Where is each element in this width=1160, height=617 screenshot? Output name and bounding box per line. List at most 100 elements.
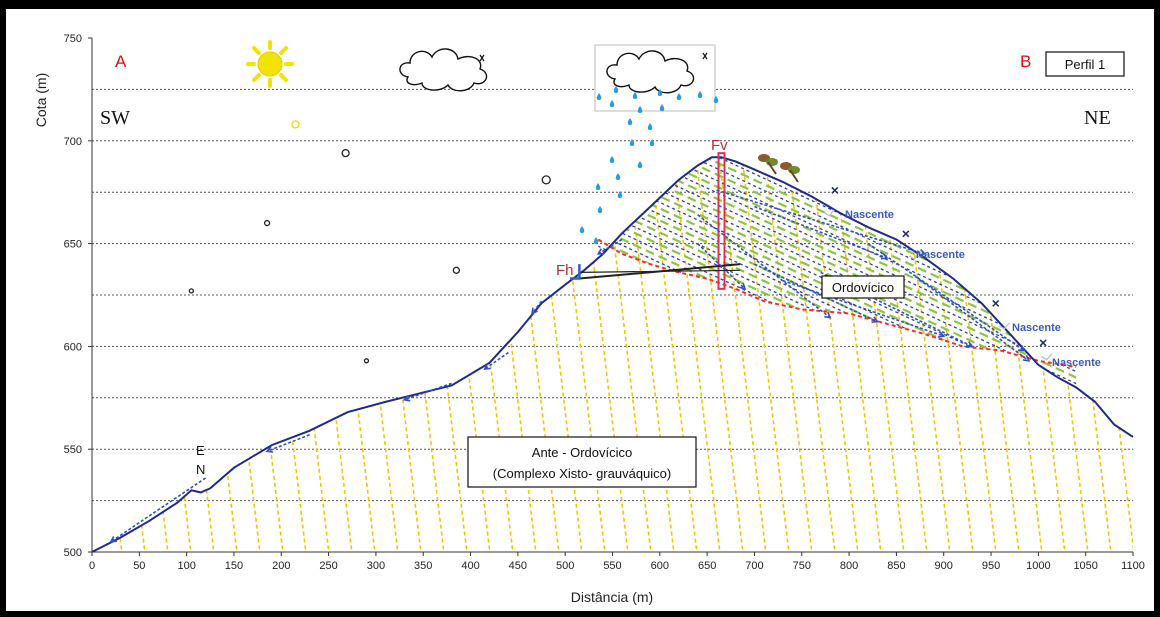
upper-hatch-blue bbox=[1066, 157, 1077, 388]
flow-arrow-head bbox=[918, 249, 927, 256]
x-tick-label: 350 bbox=[414, 560, 432, 572]
upper-hatch-green bbox=[0, 150, 340, 410]
rain-drop bbox=[697, 91, 703, 98]
x-tick-label: 100 bbox=[177, 560, 195, 572]
upper-hatch-blue bbox=[598, 157, 614, 388]
axis-ticks: 0 50 100 150 200 250 300 350 400 450 500 550 600 650 7… bbox=[64, 33, 1145, 572]
x-tick-label: 400 bbox=[461, 560, 479, 572]
fault-horizontal-bracket bbox=[569, 264, 581, 280]
upper-hatch-blue bbox=[0, 150, 535, 410]
rain-drops bbox=[579, 86, 719, 244]
flow-arrow bbox=[404, 382, 452, 401]
flow-arrow bbox=[867, 242, 1025, 352]
lower-hatch-line bbox=[382, 157, 446, 552]
rain-drop bbox=[713, 96, 719, 103]
flow-arrow-head bbox=[738, 282, 747, 290]
upper-hatch-green bbox=[975, 157, 1077, 388]
flow-arrow bbox=[531, 300, 543, 314]
upper-hatch-green bbox=[598, 157, 887, 388]
y-tick-label: 600 bbox=[64, 341, 82, 353]
x-axis-title: Distância (m) bbox=[571, 589, 653, 605]
profile-label-box bbox=[1045, 51, 1125, 77]
flow-arrow bbox=[754, 205, 888, 259]
x-tick-label: 800 bbox=[840, 560, 858, 572]
flow-arrow bbox=[266, 434, 310, 453]
scatter-dot bbox=[452, 266, 461, 274]
flow-arrow-head bbox=[531, 307, 538, 315]
fault-horizontal-label: Fh bbox=[556, 262, 574, 279]
flow-arrow-head bbox=[109, 536, 117, 543]
sun-icon bbox=[246, 40, 294, 88]
x-tick-label: 650 bbox=[698, 560, 716, 572]
y-tick-label: 700 bbox=[64, 136, 82, 148]
upper-hatch-blue bbox=[0, 150, 509, 410]
upper-hatch-blue bbox=[598, 157, 744, 388]
cloud-icon bbox=[399, 48, 488, 92]
scatter-dot bbox=[291, 120, 300, 129]
rain-drop bbox=[676, 93, 682, 100]
rain-drop bbox=[627, 118, 633, 125]
rain-drop bbox=[649, 139, 655, 146]
x-tick-label: 500 bbox=[556, 560, 574, 572]
corner-label-a: A bbox=[115, 52, 127, 71]
upper-hatch-blue bbox=[27, 150, 587, 410]
lower-hatch-line bbox=[290, 157, 354, 552]
upper-hatch-blue bbox=[598, 157, 1030, 388]
upper-hatch-blue bbox=[598, 157, 1056, 388]
upper-hatch-green bbox=[1001, 157, 1077, 388]
lower-hatch-line bbox=[1142, 38, 1160, 562]
side-label-sw: SW bbox=[100, 107, 130, 129]
fault-vertical-label: Fv bbox=[711, 137, 728, 154]
rain-drop bbox=[657, 89, 663, 96]
lower-hatch-line bbox=[888, 157, 952, 552]
upper-hatch-blue bbox=[650, 157, 1077, 388]
upper-hatch-green bbox=[871, 157, 1077, 388]
rain-drop bbox=[579, 226, 585, 233]
x-tick-label: 600 bbox=[651, 560, 669, 572]
ordovicico-label-box bbox=[821, 275, 905, 299]
upper-hatch-green bbox=[741, 157, 1077, 388]
rain-drop bbox=[596, 93, 602, 100]
lower-hatch-line bbox=[704, 157, 768, 552]
rain-drop bbox=[615, 173, 621, 180]
rain-drop bbox=[613, 86, 619, 93]
tree-icon bbox=[780, 162, 800, 183]
flow-arrow-head bbox=[824, 311, 832, 319]
x-tick-label: 300 bbox=[367, 560, 385, 572]
rain-drop bbox=[595, 183, 601, 190]
ordovicico-label: Ordovícico bbox=[832, 280, 894, 295]
complexo-label: (Complexo Xisto- grauváquico) bbox=[493, 466, 671, 481]
flow-arrows bbox=[109, 189, 1031, 543]
lower-hatch-line bbox=[934, 157, 998, 552]
x-tick-label: 450 bbox=[509, 560, 527, 572]
flow-arrow-head bbox=[596, 248, 605, 255]
upper-hatch-green bbox=[1053, 157, 1077, 388]
contact-line bbox=[597, 238, 1077, 368]
lower-hatch-line bbox=[129, 157, 193, 552]
upper-hatch-green bbox=[0, 150, 548, 410]
x-tick-label: 150 bbox=[225, 560, 243, 572]
flow-arrow bbox=[782, 279, 944, 337]
upper-hatch-green bbox=[598, 157, 731, 388]
upper-hatch-blue bbox=[0, 150, 353, 410]
upper-hatch-green bbox=[598, 157, 835, 388]
upper-hatch-green bbox=[923, 157, 1077, 388]
upper-hatch-blue bbox=[0, 150, 379, 410]
upper-hatch-green bbox=[637, 157, 1077, 388]
upper-hatch-green bbox=[14, 150, 574, 410]
upper-hatch-green bbox=[0, 150, 496, 410]
ante-ordovicico-label-box bbox=[467, 436, 697, 488]
side-label-ne: NE bbox=[1084, 107, 1111, 129]
upper-hatch-blue bbox=[598, 157, 1004, 388]
lower-hatch-line bbox=[267, 157, 331, 552]
flow-arrow bbox=[914, 275, 1030, 362]
x-tick-label: 750 bbox=[793, 560, 811, 572]
lower-hatch-line bbox=[244, 157, 308, 552]
upper-hatch-green bbox=[0, 150, 418, 410]
upper-hatch-blue bbox=[1119, 150, 1160, 410]
lower-hatch-line bbox=[865, 157, 929, 552]
scatter-dot bbox=[363, 358, 370, 364]
upper-hatch-blue bbox=[1040, 157, 1077, 388]
x-marker: × bbox=[831, 182, 839, 198]
